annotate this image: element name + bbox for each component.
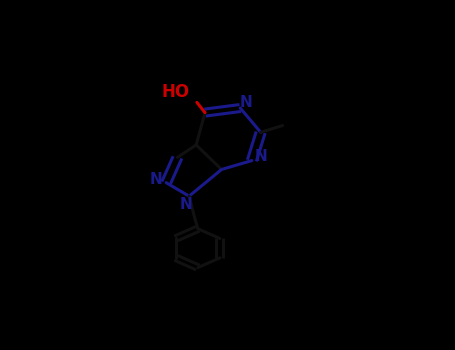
Text: N: N [254, 149, 267, 164]
Text: N: N [239, 94, 252, 110]
Text: HO: HO [162, 83, 190, 101]
Text: N: N [150, 172, 163, 187]
Text: N: N [179, 197, 192, 212]
